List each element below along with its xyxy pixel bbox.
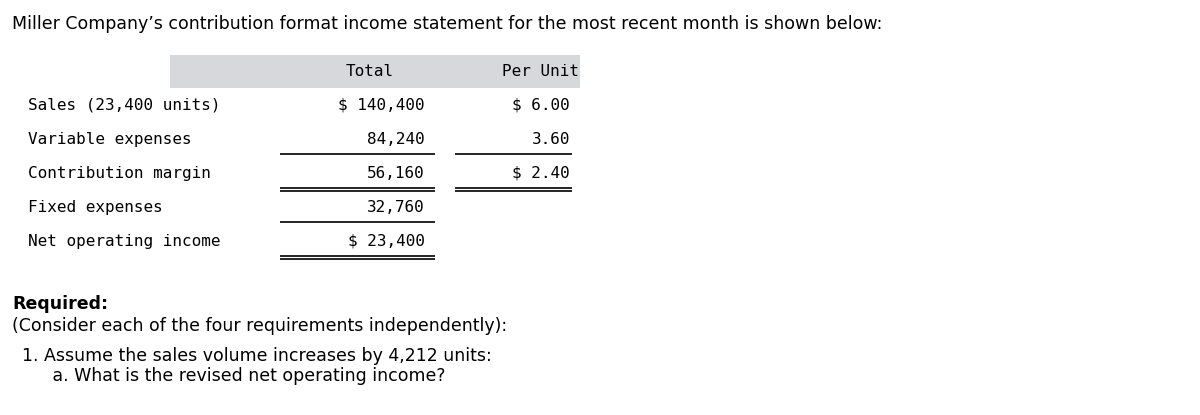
Text: Total: Total [346,64,394,79]
Text: Fixed expenses: Fixed expenses [28,200,163,215]
Text: 1. Assume the sales volume increases by 4,212 units:: 1. Assume the sales volume increases by … [22,347,492,365]
Text: a. What is the revised net operating income?: a. What is the revised net operating inc… [36,367,445,385]
Text: 32,760: 32,760 [367,200,425,215]
Text: 3.60: 3.60 [532,132,570,147]
Bar [170,55,580,88]
Text: Required:: Required: [12,295,108,313]
Text: $ 140,400: $ 140,400 [338,98,425,113]
Text: 56,160: 56,160 [367,166,425,181]
Text: Variable expenses: Variable expenses [28,132,192,147]
Text: Contribution margin: Contribution margin [28,166,211,181]
Text: Sales (23,400 units): Sales (23,400 units) [28,98,221,113]
Text: $ 2.40: $ 2.40 [512,166,570,181]
Text: Per Unit: Per Unit [502,64,578,79]
Text: Miller Company’s contribution format income statement for the most recent month : Miller Company’s contribution format inc… [12,15,882,33]
Text: $ 23,400: $ 23,400 [348,234,425,249]
Text: 84,240: 84,240 [367,132,425,147]
Text: $ 6.00: $ 6.00 [512,98,570,113]
Text: Net operating income: Net operating income [28,234,221,249]
Text: (Consider each of the four requirements independently):: (Consider each of the four requirements … [12,317,508,335]
